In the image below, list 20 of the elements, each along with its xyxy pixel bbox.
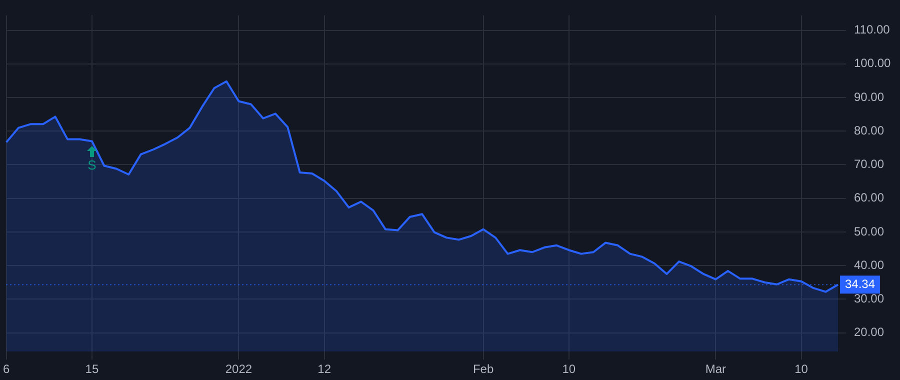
y-tick-label: 50.00 xyxy=(854,224,884,238)
y-tick-label: 40.00 xyxy=(854,258,884,272)
y-tick-label: 80.00 xyxy=(854,123,884,138)
x-tick-label: 10 xyxy=(794,362,808,376)
x-tick-label: 6 xyxy=(2,362,10,376)
x-tick-label: 2022 xyxy=(225,362,252,376)
x-tick-label: 10 xyxy=(562,362,576,376)
annotation: S xyxy=(88,157,97,172)
y-tick-label: 20.00 xyxy=(854,325,884,340)
y-tick-label: 60.00 xyxy=(854,190,884,205)
y-tick-label: 90.00 xyxy=(854,90,884,104)
y-tick-label: 70.00 xyxy=(854,157,884,172)
x-tick-label: Feb xyxy=(472,362,494,376)
ref-line-label: 34.34 xyxy=(845,276,876,291)
x-tick-label: 15 xyxy=(85,362,99,376)
y-tick-label: 110.00 xyxy=(854,22,890,37)
y-tick-label: 100.00 xyxy=(854,56,892,70)
x-tick-label: Mar xyxy=(705,362,726,376)
x-tick-label: 12 xyxy=(318,362,332,376)
y-tick-label: 30.00 xyxy=(854,291,884,306)
